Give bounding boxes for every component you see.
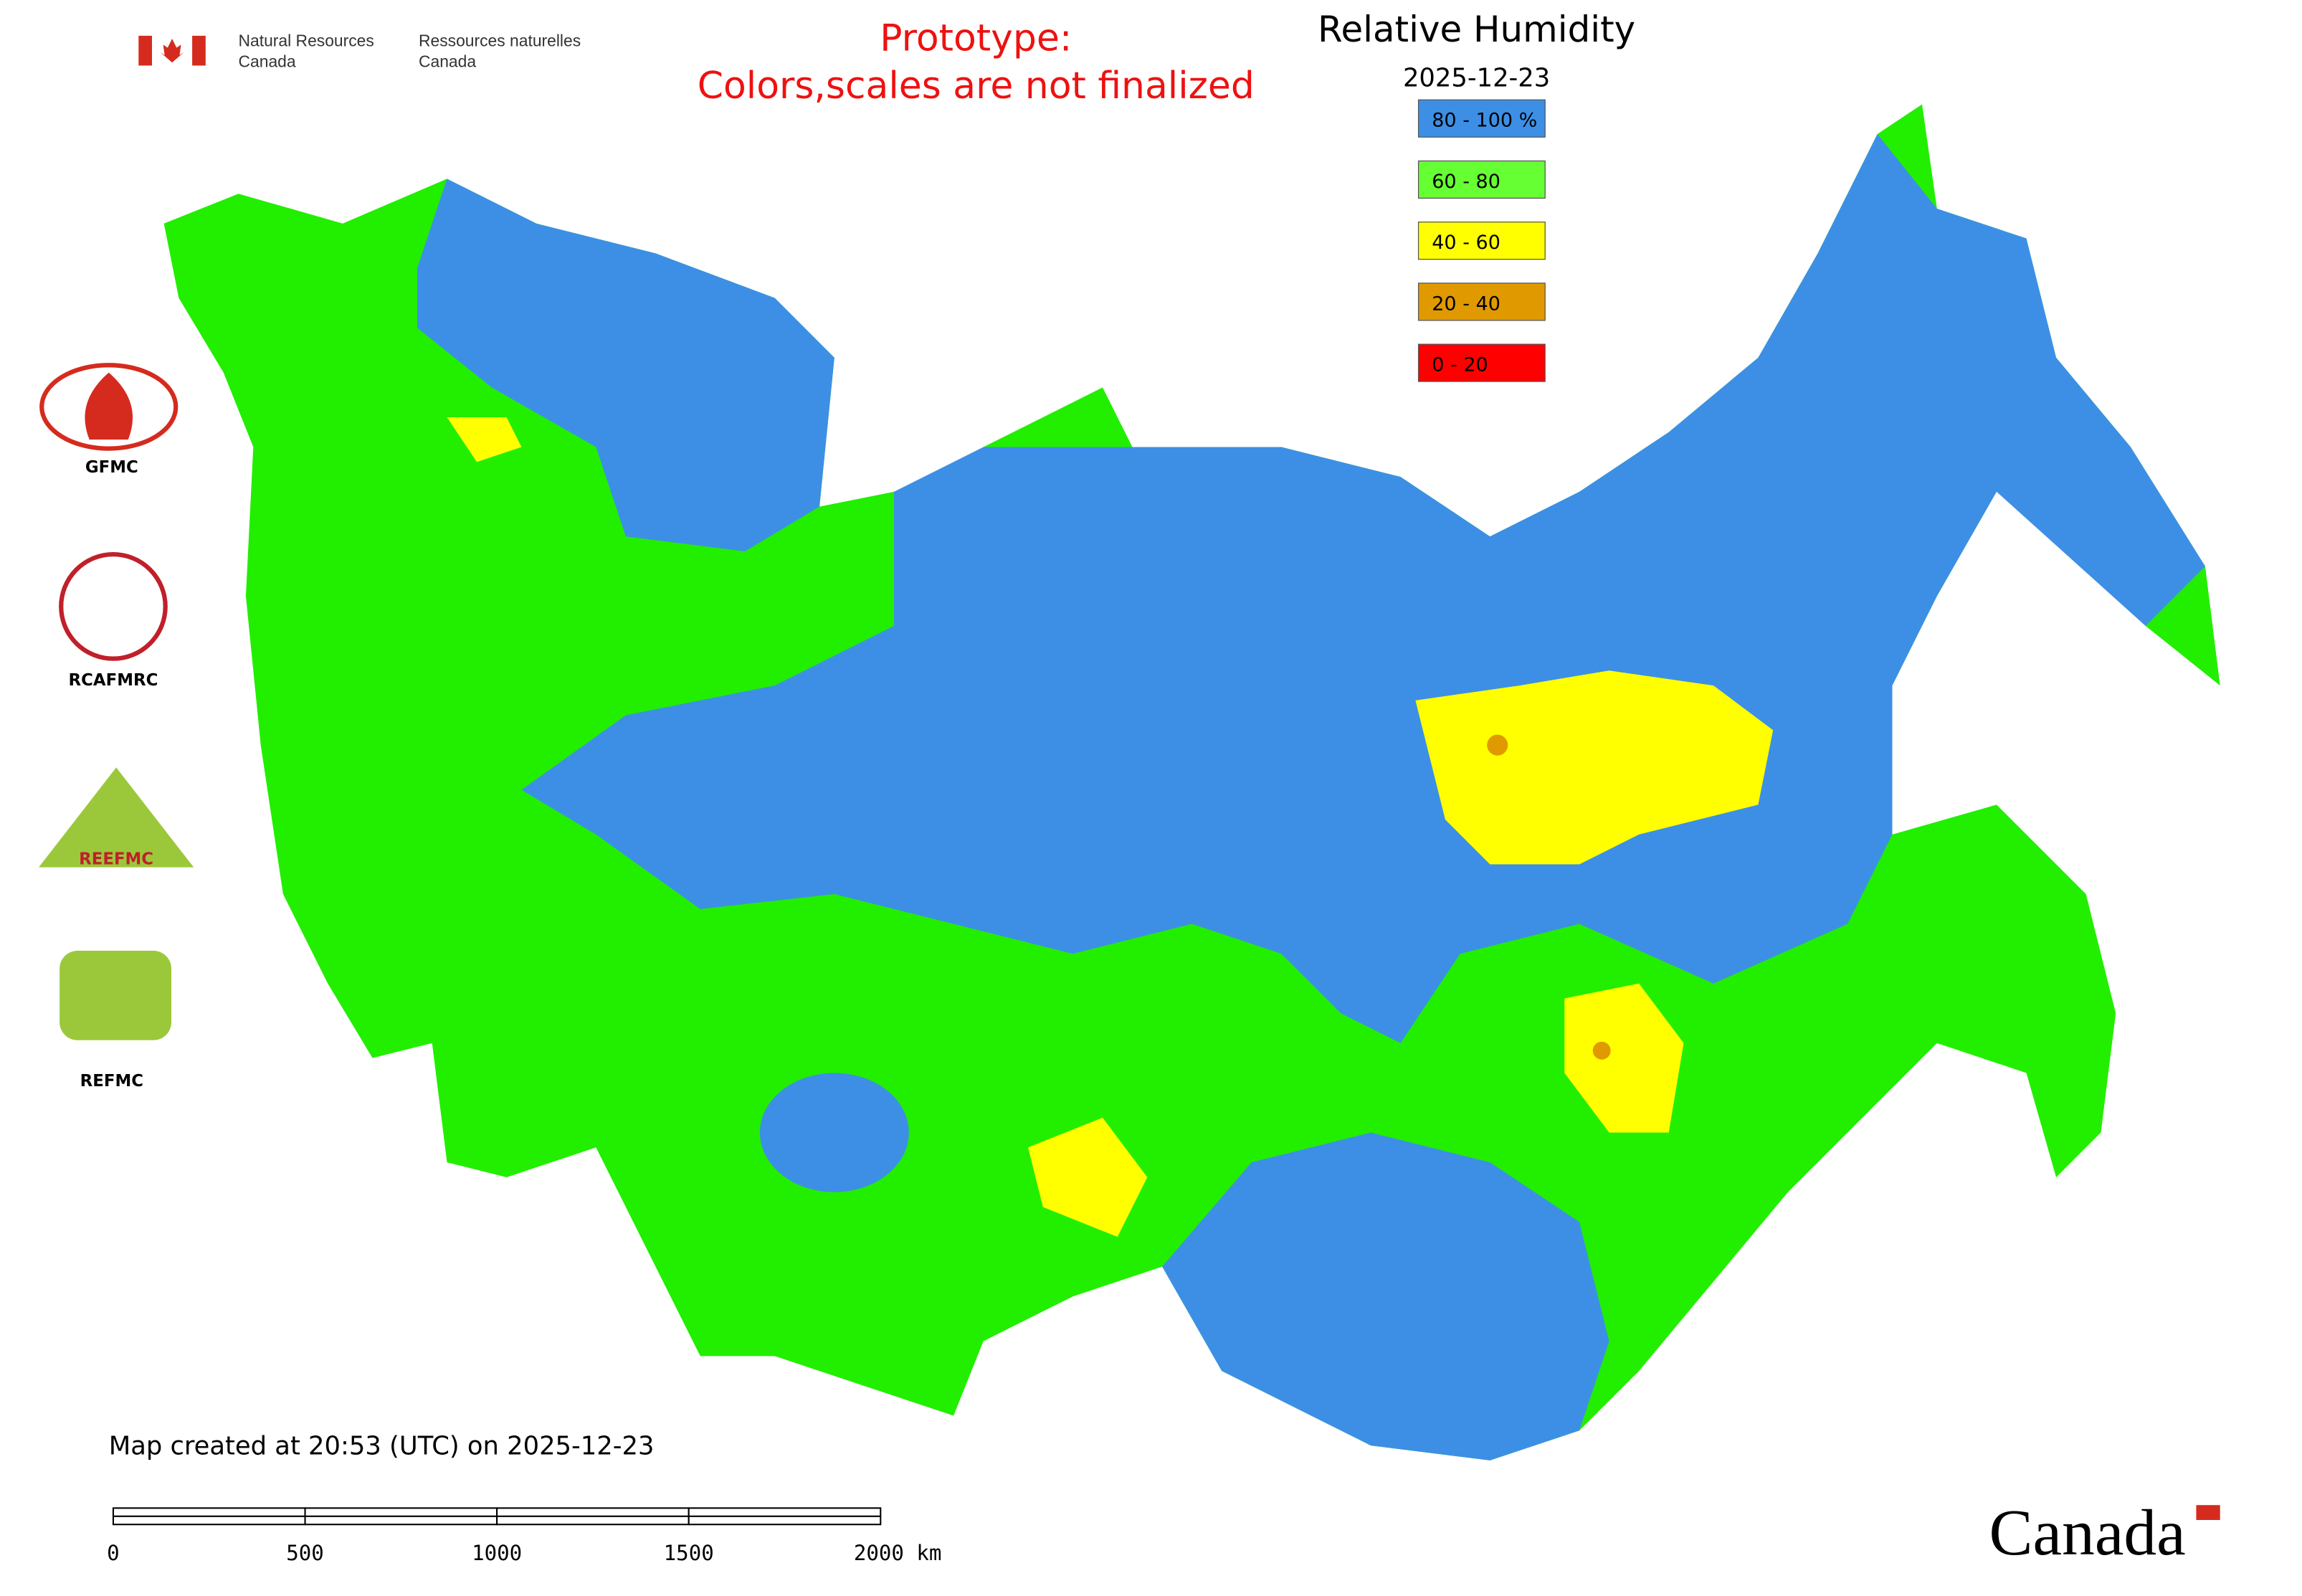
legend-date: 2025-12-23	[1403, 64, 1550, 93]
scale-label: 1000	[472, 1541, 522, 1565]
legend-swatch	[1417, 99, 1546, 138]
created-note: Map created at 20:53 (UTC) on 2025-12-23	[109, 1432, 655, 1461]
logo-label: GFMC	[85, 458, 138, 477]
legend-label: 0 - 20	[1432, 354, 1488, 376]
logo-label: REFMC	[80, 1072, 143, 1091]
flag	[2196, 1505, 2220, 1520]
legend-label: 40 - 60	[1432, 232, 1500, 254]
agency-en: Canada	[239, 52, 296, 71]
legend-swatch	[1417, 343, 1546, 382]
legend-swatch	[1417, 222, 1546, 260]
map	[163, 104, 2220, 1460]
notice: Prototype:	[880, 17, 1072, 60]
scale-bar: 0 500 1000 1500 2000 km	[107, 1507, 942, 1565]
legend-label: 80 - 100 %	[1432, 110, 1537, 132]
legend-title: Relative Humidity	[1318, 9, 1635, 50]
scale-label: 1500	[664, 1541, 714, 1565]
notice: Colors,scales are not finalized	[698, 65, 1255, 108]
legend-label: 20 - 40	[1432, 293, 1500, 315]
canada-wordmark: Canada	[1989, 1496, 2186, 1569]
agency-fr: Canada	[419, 52, 476, 71]
logos: GFMC RCAFMRC REEFMC REFMC	[39, 363, 194, 1091]
legend-label: 60 - 80	[1432, 171, 1500, 193]
agency-en: Natural Resources	[239, 31, 374, 49]
legend-swatch	[1417, 282, 1546, 321]
scale-label: 500	[286, 1541, 324, 1565]
logo-label: REEFMC	[79, 850, 153, 868]
logo-label: RCAFMRC	[69, 671, 158, 690]
nrcan-logo: Natural Resources Canada Ressources natu…	[138, 31, 581, 71]
legend: 80 - 100 % 60 - 80 40 - 60 20 - 40 0 - 20	[1417, 99, 1546, 382]
scale-label: 2000 km	[854, 1541, 942, 1565]
scale-label: 0	[107, 1541, 120, 1565]
agency-fr: Ressources naturelles	[419, 31, 581, 49]
legend-swatch	[1417, 160, 1546, 199]
